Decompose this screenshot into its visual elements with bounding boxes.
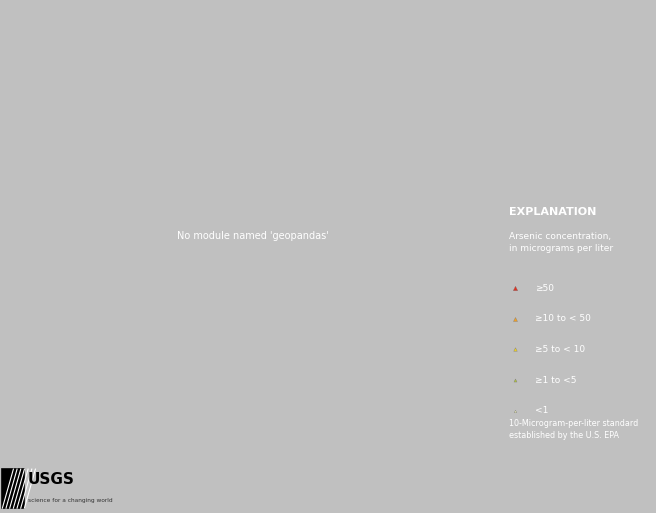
- Text: science for a changing world: science for a changing world: [28, 498, 112, 503]
- Text: EXPLANATION: EXPLANATION: [509, 207, 596, 216]
- Text: No module named 'geopandas': No module named 'geopandas': [176, 231, 329, 241]
- Text: ≥50: ≥50: [535, 284, 554, 292]
- Text: Arsenic concentration,
in micrograms per liter: Arsenic concentration, in micrograms per…: [509, 232, 613, 253]
- Text: ≥5 to < 10: ≥5 to < 10: [535, 345, 585, 354]
- Text: ≥1 to <5: ≥1 to <5: [535, 376, 577, 385]
- Text: <1: <1: [535, 406, 548, 416]
- Text: 10-Microgram-per-liter standard
established by the U.S. EPA: 10-Microgram-per-liter standard establis…: [509, 419, 638, 440]
- Text: USGS: USGS: [28, 472, 74, 487]
- Text: ≥10 to < 50: ≥10 to < 50: [535, 314, 591, 323]
